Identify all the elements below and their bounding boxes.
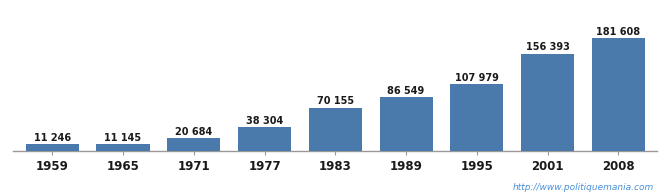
Text: 20 684: 20 684 bbox=[175, 127, 212, 137]
Text: 107 979: 107 979 bbox=[455, 73, 499, 82]
Text: 181 608: 181 608 bbox=[596, 27, 641, 36]
Bar bbox=[96, 144, 149, 151]
Text: 11 145: 11 145 bbox=[104, 133, 141, 143]
Bar bbox=[26, 144, 79, 151]
Text: 38 304: 38 304 bbox=[246, 116, 283, 126]
Text: 70 155: 70 155 bbox=[317, 96, 354, 106]
Bar bbox=[238, 127, 291, 151]
Text: http://www.politiquemania.com: http://www.politiquemania.com bbox=[513, 183, 654, 192]
Bar bbox=[380, 97, 433, 151]
Text: 11 246: 11 246 bbox=[34, 133, 71, 143]
Bar bbox=[309, 107, 362, 151]
Bar bbox=[167, 138, 220, 151]
Text: 86 549: 86 549 bbox=[388, 86, 425, 96]
Text: 156 393: 156 393 bbox=[526, 42, 570, 52]
Bar bbox=[592, 38, 645, 151]
Bar bbox=[450, 84, 503, 151]
Bar bbox=[521, 54, 574, 151]
